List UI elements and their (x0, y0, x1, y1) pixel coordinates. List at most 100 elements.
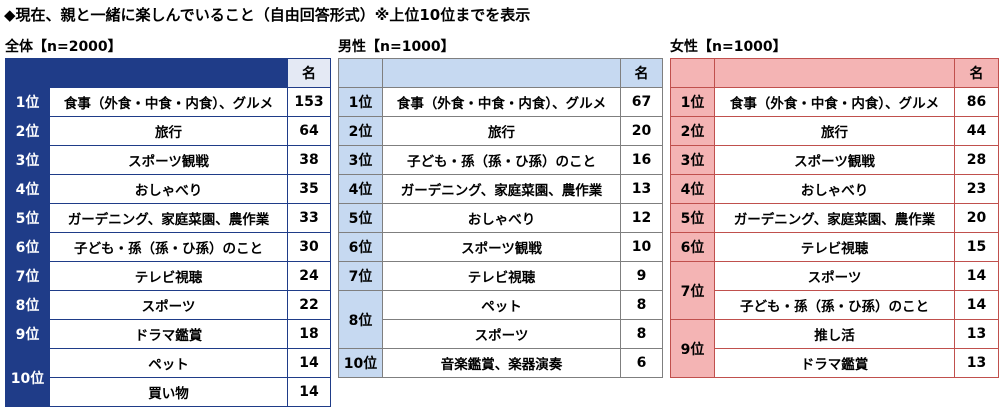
row: 2位 旅行 20 (338, 116, 663, 146)
item-count: 38 (287, 145, 331, 175)
ranking-table: 名 1位 食事（外食・中食・内食）、グルメ 86 2位 旅行 44 3位 スポーツ観戦 28 4位お… (670, 58, 999, 378)
item-name: 旅行 (714, 116, 955, 146)
item-name: テレビ視聴 (49, 261, 288, 291)
header-count: 名 (954, 58, 999, 88)
row: 3位 スポーツ観戦 38 (5, 145, 331, 175)
item-name: 旅行 (49, 116, 288, 146)
item-count: 86 (954, 87, 999, 117)
item-count: 28 (954, 145, 999, 175)
row: 9位 推し活 13 (670, 319, 999, 378)
item-count: 13 (620, 174, 663, 204)
item-name: 子ども・孫（孫・ひ孫）のこと (382, 145, 621, 175)
header-row: 名 (5, 58, 331, 88)
row: 9位 ドラマ鑑賞 18 (5, 319, 331, 349)
rank: 3位 (338, 145, 383, 175)
item-name: 推し活 (714, 319, 955, 349)
row: 10位 ペット 14 (5, 348, 331, 407)
item-name: スポーツ (49, 290, 288, 320)
item-name: テレビ視聴 (382, 261, 621, 291)
row: 4位 ガーデニング、家庭菜園、農作業 13 (338, 174, 663, 204)
item-count: 153 (287, 87, 331, 117)
item-name: ガーデニング、家庭菜園、農作業 (382, 174, 621, 204)
item-name: 旅行 (382, 116, 621, 146)
item-name: テレビ視聴 (714, 232, 955, 262)
header-count: 名 (287, 58, 331, 88)
table-label: 全体【n=2000】 (5, 39, 122, 55)
rank: 5位 (670, 203, 715, 233)
row: 6位 スポーツ観戦 10 (338, 232, 663, 262)
item-count: 23 (954, 174, 999, 204)
rank: 3位 (5, 145, 50, 175)
item-name: ガーデニング、家庭菜園、農作業 (49, 203, 288, 233)
row: 2位 旅行 44 (670, 116, 999, 146)
row: 1位 食事（外食・中食・内食）、グルメ 86 (670, 87, 999, 117)
row: ドラマ鑑賞 13 (671, 348, 999, 378)
item-count: 20 (620, 116, 663, 146)
item-count: 14 (954, 261, 999, 291)
header-row: 名 (670, 58, 999, 88)
rank: 5位 (5, 203, 50, 233)
row: 8位 スポーツ 22 (5, 290, 331, 320)
item-name: おしゃべり (49, 174, 288, 204)
item-name: 音楽鑑賞、楽器演奏 (382, 348, 621, 378)
rank: 7位 (670, 261, 715, 320)
table-label: 女性【n=1000】 (670, 39, 787, 55)
item-name: 食事（外食・中食・内食）、グルメ (382, 87, 621, 117)
row: 子ども・孫（孫・ひ孫）のこと 14 (671, 290, 999, 320)
row: スポーツ 8 (339, 319, 663, 349)
row: 3位 子ども・孫（孫・ひ孫）のこと 16 (338, 145, 663, 175)
rank: 4位 (670, 174, 715, 204)
rank: 4位 (338, 174, 383, 204)
table-label: 男性【n=1000】 (338, 39, 455, 55)
item-count: 22 (287, 290, 331, 320)
header-cell (49, 58, 288, 88)
rank: 10位 (5, 348, 50, 407)
item-count: 64 (287, 116, 331, 146)
item-name: ペット (382, 290, 621, 320)
item-count: 24 (287, 261, 331, 291)
row: 1位 食事（外食・中食・内食）、グルメ 153 (5, 87, 331, 117)
item-count: 8 (620, 290, 663, 320)
rank: 2位 (338, 116, 383, 146)
header-cell (382, 58, 621, 88)
item-count: 6 (620, 348, 663, 378)
item-name: 子ども・孫（孫・ひ孫）のこと (714, 290, 955, 320)
rank: 1位 (670, 87, 715, 117)
rank: 7位 (338, 261, 383, 291)
item-name: おしゃべり (714, 174, 955, 204)
item-name: スポーツ (382, 319, 621, 349)
rank: 8位 (5, 290, 50, 320)
item-name: スポーツ観戦 (382, 232, 621, 262)
row: 5位 ガーデニング、家庭菜園、農作業 20 (670, 203, 999, 233)
item-count: 9 (620, 261, 663, 291)
header-count: 名 (620, 58, 663, 88)
rank: 1位 (5, 87, 50, 117)
rank: 6位 (5, 232, 50, 262)
item-name: 子ども・孫（孫・ひ孫）のこと (49, 232, 288, 262)
row: 10位 音楽鑑賞、楽器演奏 6 (338, 348, 663, 378)
rank: 5位 (338, 203, 383, 233)
item-count: 20 (954, 203, 999, 233)
item-count: 13 (954, 319, 999, 349)
item-name: 買い物 (49, 377, 288, 407)
ranking-table: 名 1位 食事（外食・中食・内食）、グルメ 67 2位 旅行 20 3位 子ども・孫（孫・ひ孫）… (338, 58, 663, 378)
rank: 3位 (670, 145, 715, 175)
title: ◆現在、親と一緒に楽しんでいること（自由回答形式）※上位10位までを表示 (4, 6, 531, 24)
row: 3位 スポーツ観戦 28 (670, 145, 999, 175)
item-count: 33 (287, 203, 331, 233)
item-count: 67 (620, 87, 663, 117)
item-count: 14 (954, 290, 999, 320)
item-count: 35 (287, 174, 331, 204)
item-name: スポーツ観戦 (49, 145, 288, 175)
row: 4位 おしゃべり 35 (5, 174, 331, 204)
header-cell (338, 58, 383, 88)
rank: 2位 (670, 116, 715, 146)
item-count: 44 (954, 116, 999, 146)
item-count: 18 (287, 319, 331, 349)
item-name: おしゃべり (382, 203, 621, 233)
rank: 9位 (670, 319, 715, 378)
item-count: 12 (620, 203, 663, 233)
item-name: ガーデニング、家庭菜園、農作業 (714, 203, 955, 233)
item-count: 10 (620, 232, 663, 262)
header-cell (5, 58, 50, 88)
